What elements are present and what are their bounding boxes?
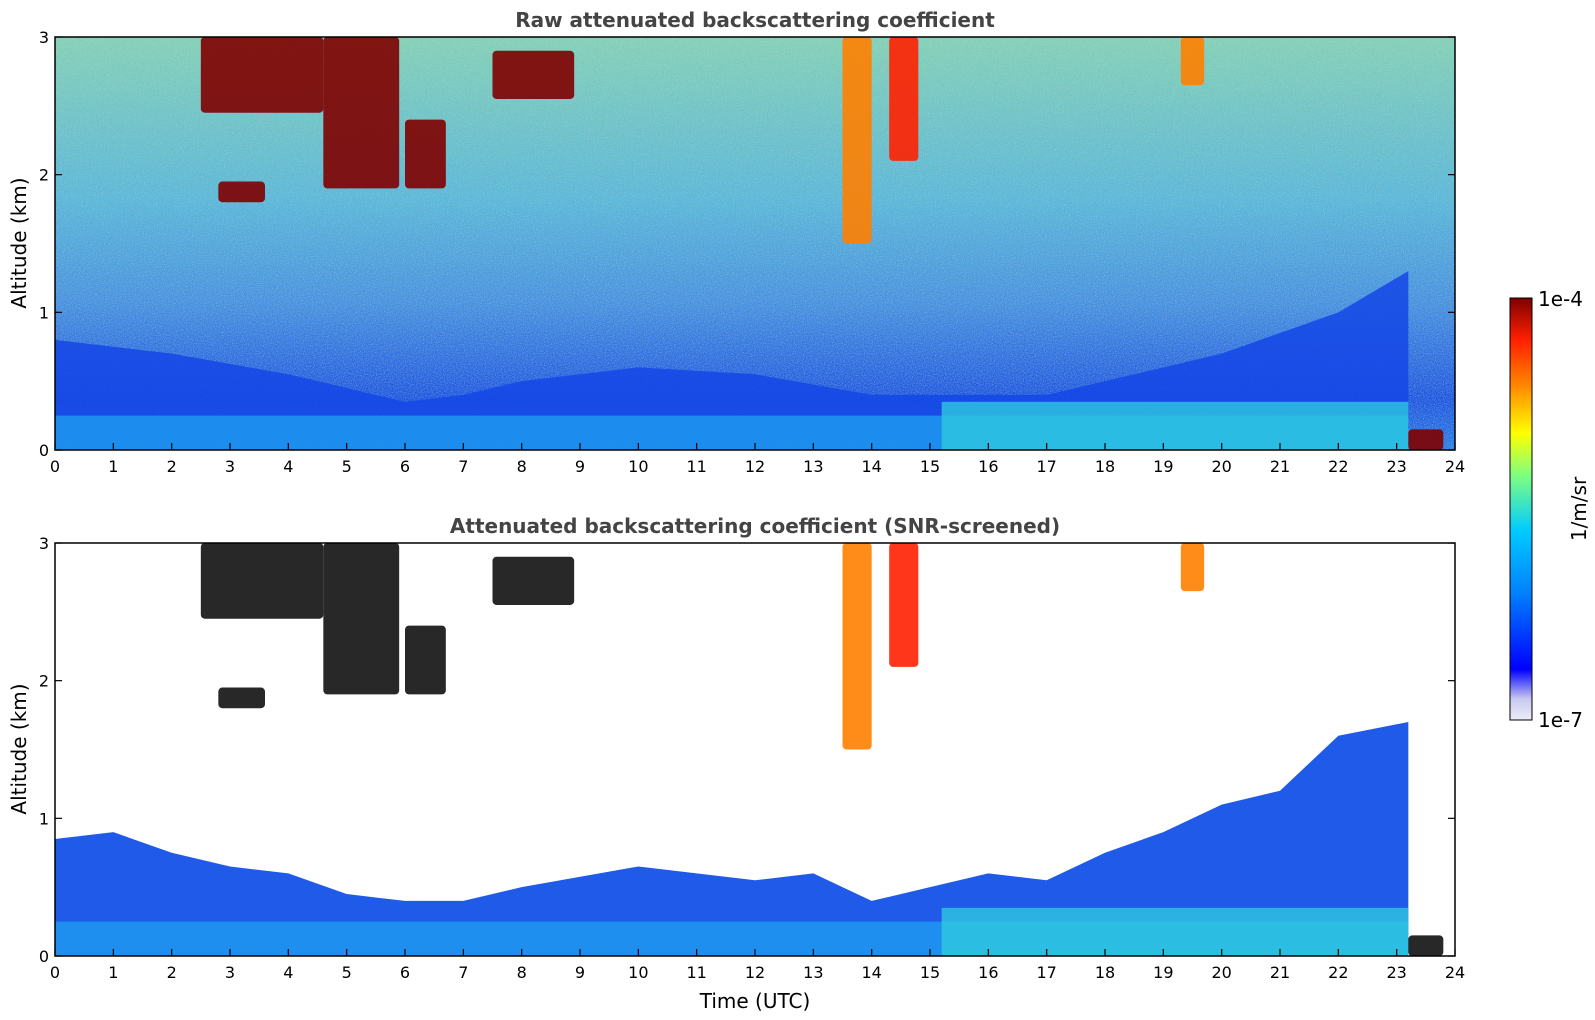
x-tick-label: 10 <box>628 963 648 982</box>
cloud-feature <box>218 181 265 203</box>
colorbar-min-label: 1e-7 <box>1538 708 1583 732</box>
x-tick-label: 8 <box>517 457 527 476</box>
cloud-feature <box>323 37 400 189</box>
afternoon-layer-band <box>941 401 1409 450</box>
cloud-feature <box>200 37 324 113</box>
x-tick-label: 20 <box>1211 457 1231 476</box>
cloud-feature <box>889 37 919 161</box>
panel1-x-ticks: 0 1 2 3 4 5 6 7 8 9 10 11 12 13 14 15 16 17 18 19 20 21 22 23 24 <box>50 443 1465 476</box>
cloud-feature <box>1180 543 1205 592</box>
panel1-y-ticks: 0 1 2 3 <box>39 28 1455 460</box>
panel2-x-ticks: 0 1 2 3 4 5 6 7 8 9 10 11 12 13 14 15 16 17 18 19 20 21 22 23 24 <box>50 949 1465 982</box>
x-tick-label: 0 <box>50 457 60 476</box>
x-tick-label: 24 <box>1445 963 1465 982</box>
y-tick-label: 0 <box>39 441 49 460</box>
x-tick-label: 23 <box>1386 457 1406 476</box>
cloud-feature <box>405 119 446 189</box>
cloud-feature <box>405 625 446 695</box>
x-tick-label: 14 <box>861 963 881 982</box>
x-tick-label: 18 <box>1095 963 1115 982</box>
cloud-feature <box>1408 935 1444 956</box>
afternoon-layer-band <box>941 907 1409 956</box>
x-tick-label: 21 <box>1270 963 1290 982</box>
panel2-xlabel: Time (UTC) <box>699 989 811 1013</box>
x-tick-label: 22 <box>1328 963 1348 982</box>
x-tick-label: 1 <box>108 963 118 982</box>
x-tick-label: 5 <box>342 457 352 476</box>
y-tick-label: 1 <box>39 809 49 828</box>
panel2-title: Attenuated backscattering coefficient (S… <box>450 514 1060 538</box>
x-tick-label: 3 <box>225 457 235 476</box>
cloud-feature <box>200 543 324 619</box>
x-tick-label: 0 <box>50 963 60 982</box>
x-tick-label: 7 <box>458 963 468 982</box>
x-tick-label: 12 <box>745 457 765 476</box>
x-tick-label: 24 <box>1445 457 1465 476</box>
x-tick-label: 13 <box>803 963 823 982</box>
x-tick-label: 11 <box>686 963 706 982</box>
panel1-title: Raw attenuated backscattering coefficien… <box>515 8 995 32</box>
x-tick-label: 10 <box>628 457 648 476</box>
y-tick-label: 2 <box>39 166 49 185</box>
cloud-feature <box>492 50 575 99</box>
colorbar: 1e-4 1e-7 1/m/sr <box>1509 287 1591 732</box>
cloud-feature <box>218 687 265 709</box>
x-tick-label: 4 <box>283 457 293 476</box>
x-tick-label: 14 <box>861 457 881 476</box>
x-tick-label: 9 <box>575 457 585 476</box>
x-tick-label: 9 <box>575 963 585 982</box>
x-tick-label: 7 <box>458 457 468 476</box>
x-tick-label: 23 <box>1386 963 1406 982</box>
layer-top-area <box>55 721 1409 956</box>
x-tick-label: 6 <box>400 457 410 476</box>
x-tick-label: 22 <box>1328 457 1348 476</box>
x-tick-label: 8 <box>517 963 527 982</box>
x-tick-label: 11 <box>686 457 706 476</box>
panel2-layers <box>55 543 1444 956</box>
cloud-feature <box>492 556 575 605</box>
colorbar-units: 1/m/sr <box>1567 476 1591 541</box>
cloud-feature <box>842 543 872 750</box>
panel2-ylabel: Altitude (km) <box>7 683 31 814</box>
cloud-feature <box>889 543 919 667</box>
y-tick-label: 1 <box>39 303 49 322</box>
y-tick-label: 0 <box>39 947 49 966</box>
screened-backscatter-panel: Attenuated backscattering coefficient (S… <box>7 514 1465 1013</box>
x-tick-label: 4 <box>283 963 293 982</box>
x-tick-label: 6 <box>400 963 410 982</box>
colorbar-max-label: 1e-4 <box>1538 287 1583 311</box>
x-tick-label: 19 <box>1153 457 1173 476</box>
x-tick-label: 16 <box>978 457 998 476</box>
y-tick-label: 3 <box>39 534 49 553</box>
y-tick-label: 2 <box>39 672 49 691</box>
raw-backscatter-panel: Raw attenuated backscattering coefficien… <box>7 8 1465 476</box>
x-tick-label: 19 <box>1153 963 1173 982</box>
cloud-feature <box>842 37 872 244</box>
panel1-layers <box>55 37 1444 450</box>
x-tick-label: 2 <box>167 963 177 982</box>
panel2-y-ticks: 0 1 2 3 <box>39 534 1455 966</box>
x-tick-label: 15 <box>920 457 940 476</box>
x-tick-label: 17 <box>1036 963 1056 982</box>
x-tick-label: 1 <box>108 457 118 476</box>
x-tick-label: 3 <box>225 963 235 982</box>
x-tick-label: 18 <box>1095 457 1115 476</box>
x-tick-label: 17 <box>1036 457 1056 476</box>
colorbar-gradient <box>1509 297 1533 721</box>
x-tick-label: 2 <box>167 457 177 476</box>
cloud-feature <box>1180 37 1205 86</box>
y-tick-label: 3 <box>39 28 49 47</box>
panel1-ylabel: Altitude (km) <box>7 177 31 308</box>
x-tick-label: 13 <box>803 457 823 476</box>
cloud-feature <box>323 543 400 695</box>
cloud-feature <box>1408 429 1444 450</box>
x-tick-label: 16 <box>978 963 998 982</box>
x-tick-label: 21 <box>1270 457 1290 476</box>
x-tick-label: 15 <box>920 963 940 982</box>
x-tick-label: 12 <box>745 963 765 982</box>
x-tick-label: 20 <box>1211 963 1231 982</box>
x-tick-label: 5 <box>342 963 352 982</box>
